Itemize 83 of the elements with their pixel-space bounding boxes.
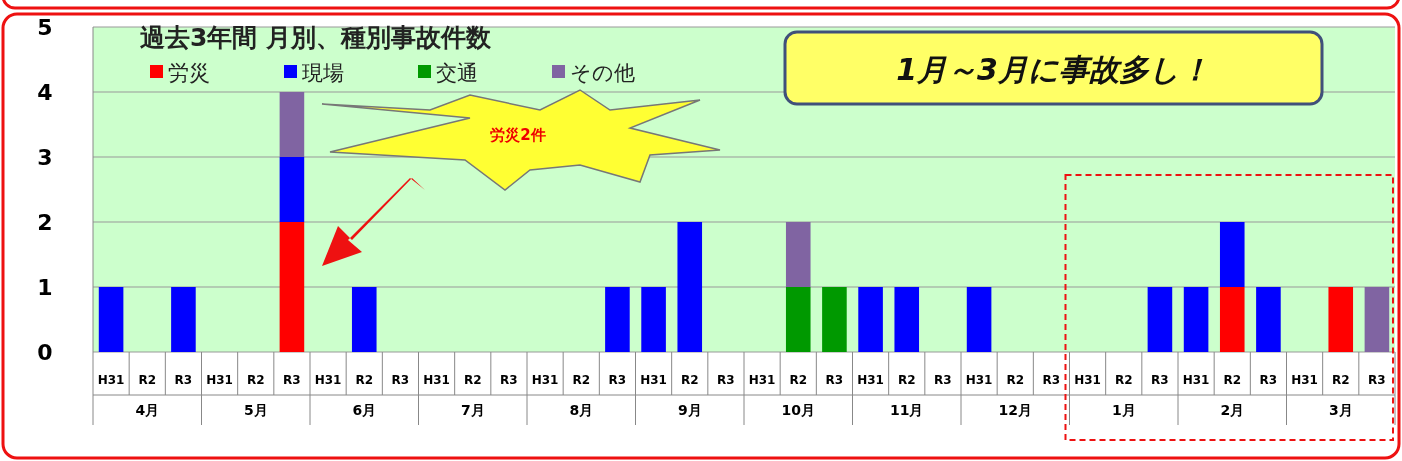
bar (785, 222, 811, 287)
x-tick-label: R3 (825, 373, 844, 387)
text: 6月 (352, 402, 377, 418)
text: 9月 (677, 402, 702, 418)
bar (171, 287, 196, 352)
text: 1月 (1111, 402, 1136, 418)
x-tick-label: R2 (789, 373, 808, 387)
x-tick-label: H31 (1074, 373, 1101, 387)
text: 7月 (460, 402, 485, 418)
x-tick-label: R3 (500, 373, 518, 387)
annotation: 1月～3月に事故多し！ (896, 52, 1210, 87)
legend-label: 交通 (436, 61, 478, 85)
bar (785, 287, 811, 352)
x-tick-label: R2 (1223, 373, 1242, 387)
legend-label: 労災 (168, 61, 210, 85)
bar (1147, 287, 1173, 352)
legend-label: その他 (570, 61, 635, 85)
bar (1219, 222, 1245, 287)
bar (1183, 287, 1209, 352)
bar (641, 287, 666, 352)
bar (966, 287, 992, 352)
x-tick-label: R2 (355, 373, 374, 387)
text: 5月 (243, 402, 268, 418)
x-tick-label: R2 (138, 373, 157, 387)
bar (279, 157, 305, 222)
x-tick-label: R2 (897, 373, 916, 387)
bar (894, 287, 920, 352)
x-tick-label: H31 (857, 373, 884, 387)
bar (677, 222, 703, 352)
bar (605, 287, 630, 352)
y-tick-label: 0 (37, 340, 53, 365)
x-tick-label: H31 (640, 373, 667, 387)
text: 4月 (135, 402, 160, 418)
x-tick-label: H31 (206, 373, 233, 387)
text: 12月 (998, 402, 1032, 418)
chart-title: 過去3年間 月別、種別事故件数 (140, 23, 493, 52)
bar (1364, 287, 1390, 352)
x-tick-label: R3 (934, 373, 952, 387)
x-tick-label: R2 (572, 373, 591, 387)
text: 8月 (569, 402, 594, 418)
x-tick-label: H31 (423, 373, 450, 387)
x-tick-label: R3 (391, 373, 410, 387)
bar (822, 287, 847, 352)
y-tick-label: 1 (37, 275, 53, 300)
x-tick-label: R3 (1368, 373, 1386, 387)
x-tick-label: R3 (1259, 373, 1278, 387)
bar (1328, 287, 1354, 352)
x-tick-label: R2 (1331, 373, 1350, 387)
bar (1219, 287, 1245, 352)
y-tick-label: 2 (37, 210, 53, 235)
x-tick-label: R2 (1114, 373, 1133, 387)
x-tick-label: R3 (283, 373, 301, 387)
x-tick-label: H31 (1182, 373, 1210, 387)
bar (279, 92, 305, 157)
bar (351, 287, 377, 352)
legend-label: 現場 (302, 61, 344, 85)
x-tick-label: R2 (246, 373, 265, 387)
x-tick-label: H31 (748, 373, 776, 387)
x-tick-label: R3 (717, 373, 735, 387)
x-tick-label: R3 (1042, 373, 1061, 387)
text: 10月 (781, 402, 815, 418)
x-tick-label: R2 (463, 373, 482, 387)
x-tick-label: R2 (1006, 373, 1025, 387)
text: 11月 (890, 402, 924, 418)
x-tick-label: H31 (314, 373, 342, 387)
bar (279, 222, 305, 352)
y-tick-label: 4 (37, 80, 53, 105)
bar (1256, 287, 1281, 352)
text: 2月 (1220, 402, 1245, 418)
bar (98, 287, 124, 352)
x-tick-label: H31 (97, 373, 125, 387)
y-tick-label: 5 (37, 15, 53, 40)
y-tick-label: 3 (37, 145, 53, 170)
x-tick-label: R3 (174, 373, 193, 387)
x-tick-label: H31 (531, 373, 559, 387)
text: 3月 (1328, 402, 1353, 418)
bar (858, 287, 883, 352)
x-tick-label: H31 (1291, 373, 1318, 387)
x-tick-label: H31 (965, 373, 993, 387)
x-tick-label: R3 (1151, 373, 1169, 387)
x-tick-label: R3 (608, 373, 627, 387)
x-tick-label: R2 (680, 373, 699, 387)
annotation: 労災2件 (490, 126, 546, 144)
